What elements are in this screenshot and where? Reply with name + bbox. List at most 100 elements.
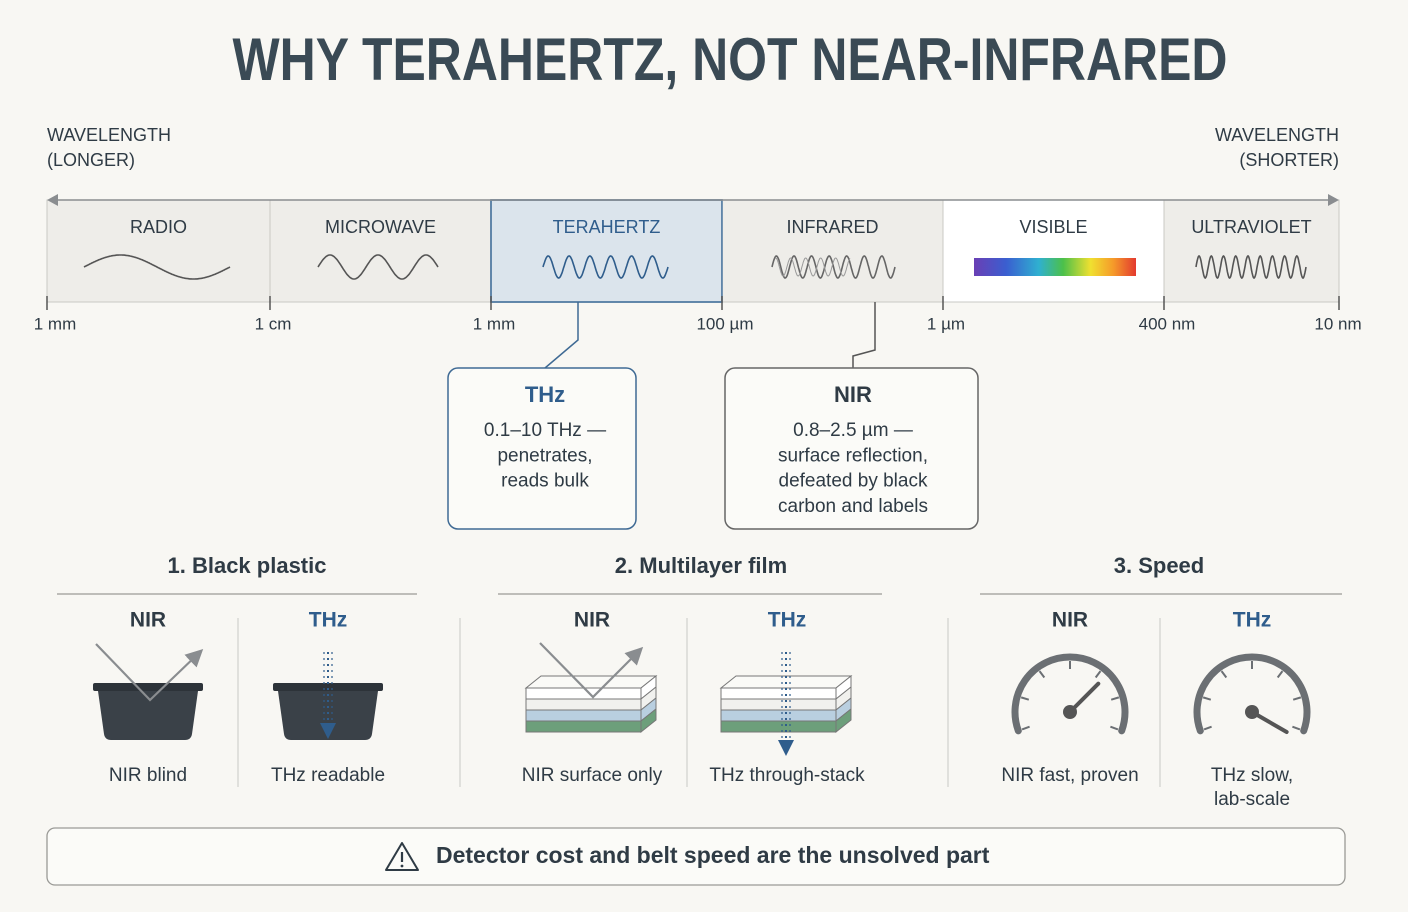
caption: THz slow, (1211, 765, 1293, 786)
callout-text: 0.8–2.5 µm — (793, 420, 913, 441)
caption: lab-scale (1214, 789, 1290, 810)
axis-label: (SHORTER) (1239, 150, 1339, 170)
band-label: VISIBLE (1019, 217, 1087, 237)
gauge-arc (1193, 653, 1311, 735)
column-heading: THz (768, 609, 807, 632)
caption: THz readable (271, 765, 385, 786)
gauge-arc (1011, 653, 1129, 735)
band (269, 199, 492, 303)
film-side (640, 707, 657, 734)
microwave-wave (317, 254, 439, 280)
tick-label: 1 mm (34, 314, 77, 333)
film-side (835, 707, 852, 734)
column-heading: NIR (130, 609, 166, 632)
caption: NIR surface only (522, 765, 663, 786)
band (942, 199, 1165, 303)
section-title: 1. Black plastic (168, 553, 327, 578)
caption: NIR blind (109, 765, 187, 786)
tick-label: 100 µm (696, 314, 753, 333)
column-heading: THz (309, 609, 348, 632)
film-layer (720, 698, 837, 711)
band-label: ULTRAVIOLET (1191, 217, 1311, 237)
callout-text: surface reflection, (778, 445, 928, 466)
gauge-tick (1203, 725, 1212, 731)
column-heading: THz (1233, 609, 1272, 632)
axis-label: WAVELENGTH (47, 125, 171, 145)
callout-heading: THz (525, 382, 565, 407)
gauge-tick (1094, 670, 1102, 679)
nir-reflection (539, 642, 644, 699)
axis-label: (LONGER) (47, 150, 135, 170)
film-layer (720, 720, 837, 733)
film-layer (525, 709, 642, 722)
section-title: 2. Multilayer film (615, 553, 787, 578)
column-heading: NIR (574, 609, 610, 632)
infrared-wave-noise (774, 257, 851, 277)
radio-wave (83, 254, 231, 280)
arrow-right (1328, 194, 1339, 206)
connector (852, 302, 876, 368)
tick-label: 1 cm (255, 314, 292, 333)
column-heading: NIR (1052, 609, 1088, 632)
callout-box (447, 367, 637, 530)
film-layer (525, 720, 642, 733)
ultraviolet-wave (1195, 254, 1307, 280)
film-top (524, 675, 658, 689)
callout-text: reads bulk (501, 471, 589, 492)
tick-label: 400 nm (1139, 314, 1196, 333)
title: WHY TERAHERTZ, NOT NEAR-INFRARED (233, 26, 1228, 93)
gauge-tick (1220, 670, 1228, 679)
tick-label: 1 mm (473, 314, 516, 333)
warning-icon (385, 842, 419, 871)
gauge-tick (1110, 696, 1120, 701)
terahertz-wave (542, 255, 669, 279)
gauge-hub (1063, 705, 1077, 719)
film-layer (720, 709, 837, 722)
caption: THz through-stack (709, 765, 865, 786)
nir-reflection (95, 643, 204, 702)
callout-heading: NIR (834, 382, 872, 407)
connector (544, 302, 579, 369)
gauge-tick (1020, 696, 1030, 701)
footer-text: Detector cost and belt speed are the uns… (436, 842, 990, 868)
infrared-wave (771, 255, 896, 279)
callout-text: 0.1–10 THz — (484, 420, 606, 441)
warning-dot (400, 864, 404, 868)
gauge-tick (1292, 725, 1301, 731)
band-label: INFRARED (786, 217, 878, 237)
tray-rim (93, 683, 203, 691)
tray-body (98, 691, 198, 740)
arrow-left (47, 194, 58, 206)
callout-text: defeated by black (779, 471, 928, 492)
tray-body (278, 691, 378, 740)
gauge-hub (1245, 705, 1259, 719)
tray-rim (273, 683, 383, 691)
callout-text: carbon and labels (778, 496, 928, 517)
tick-label: 1 µm (927, 314, 965, 333)
gauge-tick (1021, 725, 1030, 731)
film-layer (525, 698, 642, 711)
section-title: 3. Speed (1114, 553, 1204, 578)
visible-spectrum (974, 258, 1136, 276)
band-label: RADIO (130, 217, 187, 237)
callout-box (724, 367, 979, 530)
gauge-tick (1110, 725, 1119, 731)
band (46, 199, 271, 303)
band-label: TERAHERTZ (553, 217, 661, 237)
band (721, 199, 944, 303)
film-layer (720, 687, 837, 700)
gauge-tick (1292, 696, 1302, 701)
tick-label: 10 nm (1314, 314, 1361, 333)
footer-box (46, 827, 1346, 886)
gauge-tick (1202, 696, 1212, 701)
band-label: MICROWAVE (325, 217, 436, 237)
band (1163, 199, 1340, 303)
axis-label: WAVELENGTH (1215, 125, 1339, 145)
callout-text: penetrates, (497, 445, 592, 466)
gauge-tick (1276, 670, 1284, 679)
caption: NIR fast, proven (1001, 765, 1138, 786)
band (490, 199, 723, 303)
gauge-tick (1038, 670, 1046, 679)
